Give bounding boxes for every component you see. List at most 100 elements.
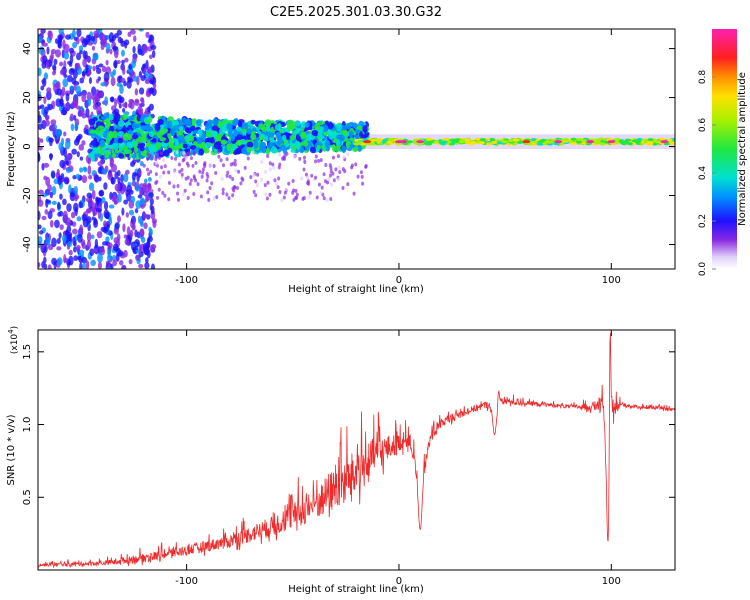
spectral-cell [55,128,62,137]
spectral-cell [69,85,75,90]
spectral-cell [136,231,141,239]
spectral-cell [73,202,79,213]
spectral-cell [123,234,128,239]
spectral-cell [148,87,155,94]
snr-x-tick-label: 0 [396,576,402,587]
spectral-cell [150,263,156,269]
spectral-cell [260,126,268,132]
spectral-cell [228,129,233,137]
spectral-cell [253,140,259,149]
spectral-cell [231,193,235,198]
spectral-cell [226,123,233,131]
spectral-cell [185,155,189,160]
spectral-cell [128,78,134,83]
spectral-cell [319,191,323,196]
spectral-cell [635,140,642,144]
spectral-cell [280,198,284,203]
spectral-cell [43,96,47,105]
spectral-cell [147,182,151,187]
spectral-cell [122,102,128,108]
spectral-cell [265,147,270,156]
spectral-cell [339,134,345,142]
spectrogram-y-tick-label: -20 [22,187,33,203]
spectral-cell [81,70,86,77]
spectral-cell [174,119,180,126]
spectral-cell [282,195,286,200]
spectral-cell [359,170,363,175]
spectral-cell [180,172,184,177]
spectral-cell [232,118,239,127]
spectral-cell [189,156,193,161]
spectral-cell [76,245,81,250]
spectral-cell [122,107,126,113]
spectral-cell [88,201,93,207]
spectral-cell [282,156,286,161]
spectral-cell [154,122,161,131]
spectral-cell [226,170,230,175]
spectral-cell [57,177,62,186]
spectral-peak-cell [586,140,595,144]
spectral-cell [464,140,471,144]
spectral-cell [237,121,243,127]
spectral-cell [61,86,66,97]
snr-x-tick-label: -100 [175,576,198,587]
spectral-cell [85,107,90,118]
spectral-cell [234,148,241,155]
spectral-cell [86,91,92,101]
spectral-cell [147,155,151,160]
spectral-cell [66,217,72,227]
spectral-cell [182,151,186,156]
spectral-cell [364,164,368,169]
spectral-cell [111,152,117,159]
spectral-cell [304,121,310,128]
spectral-cell [311,129,319,136]
spectral-cell [272,165,276,170]
spectral-cell [182,143,188,149]
spectral-cell [133,145,139,154]
spectral-cell [225,157,229,162]
spectral-cell [136,114,142,122]
spectral-cell [317,182,321,187]
spectral-cell [75,85,82,95]
spectral-cell [38,110,41,117]
spectral-cell [310,173,314,178]
spectral-cell [246,141,254,148]
spectral-cell [71,29,76,39]
spectral-cell [122,66,126,76]
spectral-cell [126,226,131,236]
spectral-cell [160,165,164,170]
spectral-cell [109,96,115,103]
spectral-cell [109,191,113,200]
spectral-cell [47,210,53,220]
spectral-cell [302,167,306,172]
spectral-cell [191,163,195,168]
spectral-cell [306,175,310,180]
spectral-cell [175,141,180,147]
spectral-cell [38,146,43,151]
spectral-cell [127,102,133,109]
spectral-cell [622,140,629,144]
spectral-cell [336,154,340,159]
svg-text:(x104): (x104) [7,326,20,354]
spectral-cell [59,193,63,200]
spectral-cell [198,148,205,156]
spectral-cell [42,55,48,64]
spectral-cell [133,75,138,82]
spectral-cell [83,167,88,173]
spectral-cell [353,142,360,146]
spectral-cell [65,160,69,166]
snr-y-scale-exp: 4 [7,329,15,334]
spectral-cell [264,169,268,174]
spectral-cell [75,173,80,180]
spectral-cell [107,242,113,250]
spectral-cell [90,35,96,42]
spectral-cell [172,125,179,131]
spectral-cell [214,171,218,176]
spectral-cell [46,90,52,101]
spectral-cell [354,162,358,167]
spectral-cell [75,63,80,70]
spectral-cell [205,131,212,138]
spectral-cell [59,97,64,107]
spectral-cell [614,137,621,141]
spectral-cell [73,114,77,121]
